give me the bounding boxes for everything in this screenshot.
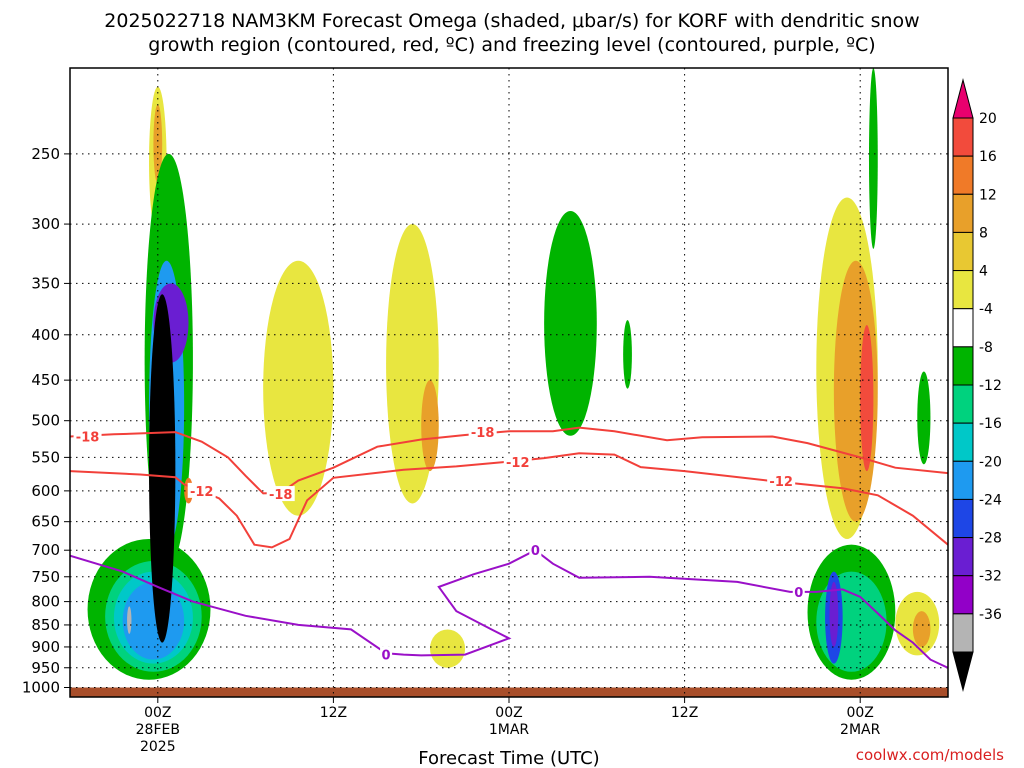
contour-label-bg [468, 424, 497, 440]
y-tick-label: 800 [31, 593, 60, 611]
contour-label-bg [266, 486, 295, 502]
contour-label: 0 [382, 649, 391, 664]
colorbar-box [952, 346, 974, 386]
y-tick-label: 350 [31, 274, 60, 292]
colorbar-box [952, 613, 974, 653]
contour-label-bg [503, 454, 532, 470]
colorbar-label: -24 [979, 492, 1002, 508]
colorbar-box [952, 537, 974, 577]
contour-red-minus18 [70, 426, 948, 495]
y-tick-label: 850 [31, 616, 60, 634]
shaded-green-top-right [868, 68, 878, 249]
colorbar-box [952, 231, 974, 272]
y-tick-label: 700 [31, 541, 60, 559]
contour-purple-zero [70, 549, 948, 669]
y-tick-label: 900 [31, 638, 60, 656]
shaded-green-right-edge [917, 371, 931, 465]
contour-label: -12 [190, 485, 214, 500]
contour-label-bg [529, 542, 542, 558]
colorbar-label: 20 [979, 111, 997, 127]
colorbar-label: -32 [979, 569, 1002, 585]
shaded-grey-core-left [127, 606, 132, 634]
contour-label-bg [380, 646, 393, 662]
colorbar-label: 4 [979, 264, 988, 280]
x-tick-sublabel: 2025 [140, 739, 176, 755]
shaded-orange-patch-mid [421, 380, 439, 472]
shaded-green-mid1 [544, 211, 597, 436]
y-tick-label: 400 [31, 326, 60, 344]
x-tick-label: 00Z [144, 705, 171, 721]
colorbar-box [952, 422, 974, 462]
colorbar-label: -4 [979, 302, 993, 318]
x-tick-sublabel: 1MAR [489, 722, 530, 738]
contour-label: 0 [531, 544, 540, 559]
shaded-green-mid2 [623, 320, 632, 389]
y-tick-label: 600 [31, 482, 60, 500]
x-tick-label: 00Z [495, 705, 522, 721]
chart-title-line1: 2025022718 NAM3KM Forecast Omega (shaded… [104, 10, 919, 32]
shaded-yellow-band-mid1 [263, 260, 334, 516]
colorbar: 20 16 12 8 4 -4 -8 -12 -16 -20 -24 -28 -32 -36 [952, 78, 1002, 692]
shaded-purple-low-right [829, 581, 839, 647]
colorbar-label: 12 [979, 187, 997, 203]
colorbar-box [952, 270, 974, 310]
y-tick-label: 450 [31, 371, 60, 389]
colorbar-label: -12 [979, 378, 1002, 394]
x-tick-label: 12Z [320, 705, 347, 721]
shaded-orange-core-left-top [153, 104, 163, 184]
x-tick-label: 00Z [846, 705, 873, 721]
x-axis-label: Forecast Time (UTC) [418, 748, 599, 768]
colorbar-box [952, 193, 974, 233]
x-tick-sublabel: 28FEB [136, 722, 180, 738]
colorbar-bottom-arrow [952, 651, 974, 692]
colorbar-box [952, 575, 974, 615]
colorbar-box [952, 384, 974, 424]
contour-label-bg [73, 428, 102, 444]
contour-label: -18 [269, 488, 293, 503]
y-tick-label: 750 [31, 568, 60, 586]
y-tick-label: 250 [31, 145, 60, 163]
y-tick-label: 950 [31, 659, 60, 677]
colorbar-label: 16 [979, 149, 997, 165]
contour-label: -18 [471, 426, 495, 441]
y-tick-label: 500 [31, 412, 60, 430]
x-tick-sublabel: 2MAR [840, 722, 881, 738]
colorbar-label: -16 [979, 416, 1002, 432]
colorbar-label: -20 [979, 454, 1002, 470]
contour-label: -18 [76, 431, 100, 446]
y-tick-label: 300 [31, 215, 60, 233]
contour-label-bg [187, 482, 216, 498]
contour-label: 0 [794, 586, 803, 601]
colorbar-label: -36 [979, 607, 1002, 623]
colorbar-label: -28 [979, 531, 1002, 547]
shaded-yellow-patch-low-mid [429, 629, 466, 668]
colorbar-box [952, 117, 974, 157]
shaded-black-core-left [149, 294, 176, 643]
shaded-red-core-right [860, 325, 874, 472]
colorbar-box [952, 308, 974, 348]
chart-title-line2: growth region (contoured, red, ºC) and f… [148, 34, 875, 56]
y-tick-label: 650 [31, 513, 60, 531]
y-tick-label: 1000 [22, 678, 60, 696]
colorbar-box [952, 155, 974, 195]
y-tick-label: 550 [31, 448, 60, 466]
plot-inner: -18 -18 -18 -12 -12 -12 0 0 0 [70, 68, 948, 697]
plot-area: -18 -18 -18 -12 -12 -12 0 0 0 250 300 350 400 450 500 5… [22, 67, 949, 755]
colorbar-box [952, 498, 974, 539]
contour-label-bg [792, 583, 805, 599]
contour-label: -12 [769, 475, 793, 490]
credit-text: coolwx.com/models [856, 746, 1004, 764]
shaded-orange-right-low [912, 611, 931, 647]
contour-label-bg [767, 473, 796, 489]
x-tick-label: 12Z [671, 705, 698, 721]
colorbar-box [952, 460, 974, 500]
colorbar-top-arrow [952, 78, 974, 119]
colorbar-label: 8 [979, 225, 988, 241]
contour-label: -12 [506, 456, 530, 471]
colorbar-label: -8 [979, 340, 993, 356]
